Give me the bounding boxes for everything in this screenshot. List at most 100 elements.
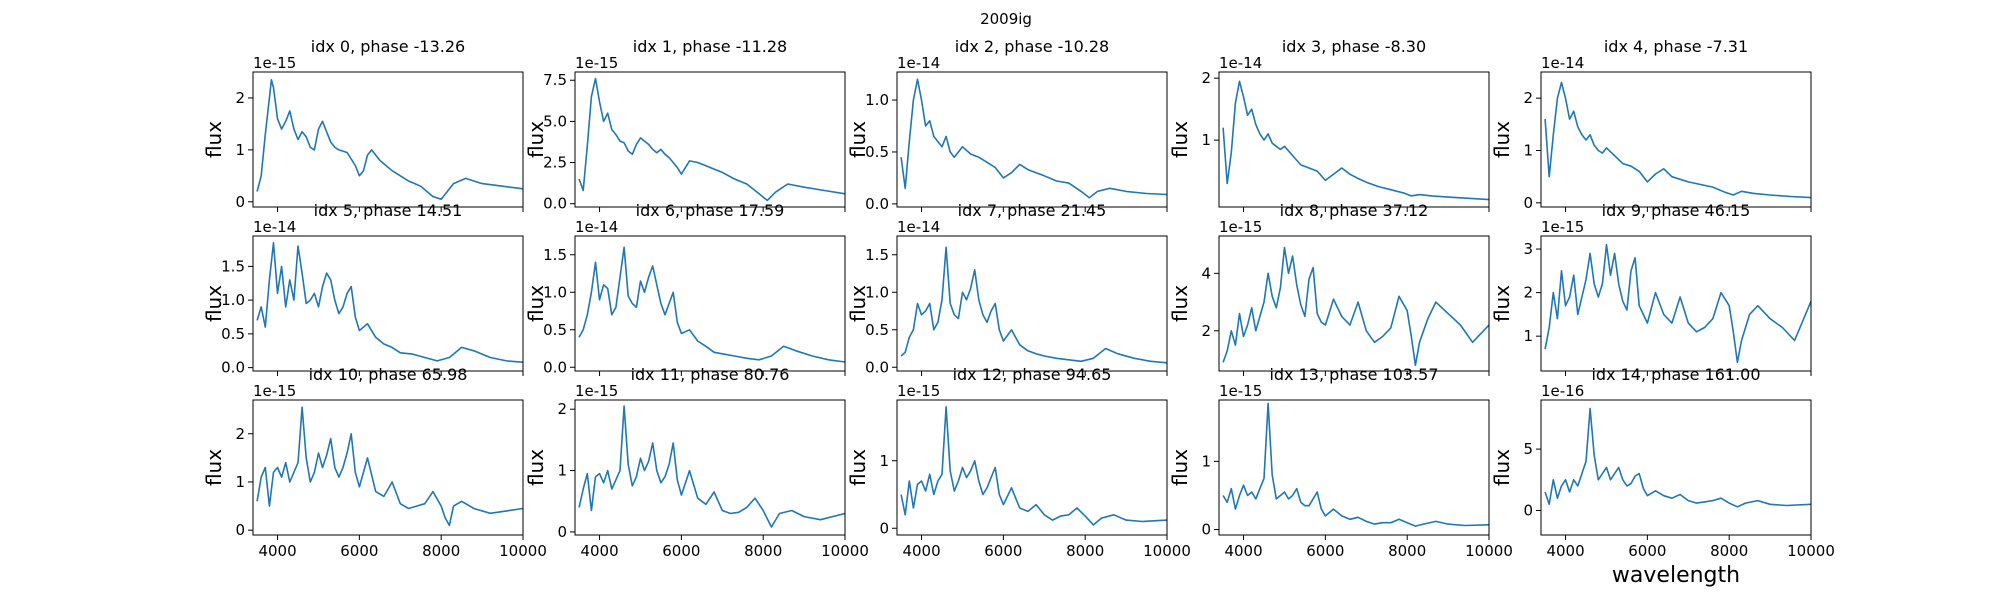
y-multiplier: 1e-15 <box>575 54 618 72</box>
subplot-4: 0 1 2 1e-14 idx 4, phase -7.31 flux <box>1490 37 1812 212</box>
x-tick-label: 8000 <box>744 542 782 560</box>
subplot-title: idx 4, phase -7.31 <box>1604 37 1748 56</box>
y-tick-label: 0.0 <box>543 195 567 213</box>
y-multiplier: 1e-15 <box>897 382 940 400</box>
y-tick-label: 0.5 <box>865 321 889 339</box>
y-tick-label: 5 <box>1523 440 1533 458</box>
x-tick-label: 6000 <box>340 542 378 560</box>
y-tick-label: 2 <box>235 425 245 443</box>
subplot-title: idx 0, phase -13.26 <box>311 37 465 56</box>
x-tick-label: 4000 <box>580 542 618 560</box>
y-axis-label: flux <box>202 449 226 486</box>
subplot-title: idx 13, phase 103.57 <box>1269 365 1438 384</box>
figure-title: 2009ig <box>980 10 1032 28</box>
y-multiplier: 1e-14 <box>897 54 940 72</box>
y-tick-label: 0.0 <box>865 195 889 213</box>
spectrum-line <box>1544 407 1812 508</box>
y-multiplier: 1e-15 <box>1541 218 1584 236</box>
subplot-8: 2 4 1e-15 idx 8, phase 37.12 flux <box>1168 201 1490 376</box>
y-multiplier: 1e-15 <box>1219 218 1262 236</box>
subplot-14: 4000 6000 8000 10000 0 5 1e-16 idx 14, phase 16… <box>1490 365 1835 588</box>
y-multiplier: 1e-14 <box>253 218 296 236</box>
x-tick-label: 6000 <box>662 542 700 560</box>
subplot-title: idx 5, phase 14.51 <box>314 201 463 220</box>
axes-frame <box>1218 71 1490 208</box>
axes-frame <box>1218 235 1490 372</box>
y-tick-label: 2 <box>1201 69 1211 87</box>
subplot-7: 0.0 0.5 1.0 1.5 1e-14 idx 7, phase 21.45 flux <box>846 201 1168 376</box>
y-tick-label: 1 <box>879 452 889 470</box>
y-multiplier: 1e-14 <box>1541 54 1584 72</box>
y-axis-label: flux <box>846 449 870 486</box>
axes-frame <box>1540 399 1812 536</box>
subplot-1: 0.0 2.5 5.0 7.5 1e-15 idx 1, phase -11.28 flux <box>524 37 846 213</box>
subplot-12: 4000 6000 8000 10000 0 1 1e-15 idx 12, phase 94… <box>846 365 1191 560</box>
spectrum-line <box>1544 81 1812 199</box>
subplot-13: 4000 6000 8000 10000 0 1 1e-15 idx 13, phase 10… <box>1168 365 1513 560</box>
subplot-title: idx 7, phase 21.45 <box>958 201 1107 220</box>
y-multiplier: 1e-15 <box>575 382 618 400</box>
subplot-2: 0.0 0.5 1.0 1e-14 idx 2, phase -10.28 flux <box>846 37 1168 213</box>
axes-frame <box>896 71 1168 208</box>
x-tick-label: 8000 <box>422 542 460 560</box>
y-tick-label: 2 <box>235 89 245 107</box>
subplot-title: idx 14, phase 161.00 <box>1591 365 1760 384</box>
y-axis-label: flux <box>1490 449 1514 486</box>
y-multiplier: 1e-15 <box>1219 382 1262 400</box>
y-multiplier: 1e-15 <box>253 54 296 72</box>
y-tick-label: 1.0 <box>865 91 889 109</box>
y-tick-label: 1 <box>1201 131 1211 149</box>
y-tick-label: 0 <box>1523 194 1533 212</box>
x-tick-label: 10000 <box>499 542 547 560</box>
y-tick-label: 1.5 <box>221 257 245 275</box>
subplot-11: 4000 6000 8000 10000 0 1 2 1e-15 idx 11, phase 8… <box>524 365 869 560</box>
y-tick-label: 2 <box>1523 89 1533 107</box>
x-tick-label: 4000 <box>1224 542 1262 560</box>
y-tick-label: 0 <box>879 519 889 537</box>
y-tick-label: 1 <box>235 141 245 159</box>
y-tick-label: 1 <box>1523 141 1533 159</box>
axes-frame <box>574 399 846 536</box>
y-axis-label: flux <box>524 121 548 158</box>
subplot-9: 1 2 3 1e-15 idx 9, phase 46.15 flux <box>1490 201 1812 376</box>
subplot-10: 4000 6000 8000 10000 0 1 2 1e-15 idx 10, phase 6… <box>202 365 547 560</box>
y-axis-label: flux <box>1168 449 1192 486</box>
y-tick-label: 3 <box>1523 240 1533 258</box>
subplot-title: idx 12, phase 94.65 <box>953 365 1112 384</box>
x-tick-label: 4000 <box>258 542 296 560</box>
axes-frame <box>252 71 524 208</box>
spectrum-line <box>900 405 1168 526</box>
y-multiplier: 1e-14 <box>575 218 618 236</box>
y-tick-label: 2 <box>1523 284 1533 302</box>
y-tick-label: 0 <box>235 193 245 211</box>
y-tick-label: 0.5 <box>543 321 567 339</box>
axes-frame <box>896 235 1168 372</box>
y-tick-label: 0.5 <box>865 143 889 161</box>
y-tick-label: 0.0 <box>865 358 889 376</box>
y-tick-label: 0 <box>235 521 245 539</box>
x-axis-label: wavelength <box>1612 563 1740 588</box>
x-tick-label: 10000 <box>821 542 869 560</box>
y-tick-label: 1.5 <box>865 246 889 264</box>
y-multiplier: 1e-16 <box>1541 382 1584 400</box>
y-axis-label: flux <box>1168 285 1192 322</box>
x-tick-label: 8000 <box>1066 542 1104 560</box>
y-axis-label: flux <box>202 121 226 158</box>
spectrum-line <box>578 405 846 528</box>
subplot-title: idx 3, phase -8.30 <box>1282 37 1426 56</box>
axes-frame <box>1540 71 1812 208</box>
y-tick-label: 1.5 <box>543 246 567 264</box>
spectrum-line <box>578 246 846 363</box>
y-tick-label: 2.5 <box>543 154 567 172</box>
subplot-title: idx 9, phase 46.15 <box>1602 201 1751 220</box>
subplot-title: idx 2, phase -10.28 <box>955 37 1109 56</box>
x-tick-label: 6000 <box>984 542 1022 560</box>
spectrum-line <box>900 78 1168 199</box>
y-tick-label: 0 <box>1201 521 1211 539</box>
y-tick-label: 1.0 <box>543 283 567 301</box>
axes-frame <box>574 71 846 208</box>
y-tick-label: 1 <box>1523 327 1533 345</box>
axes-frame <box>896 399 1168 536</box>
subplot-title: idx 1, phase -11.28 <box>633 37 787 56</box>
spectrum-line <box>1222 80 1490 201</box>
